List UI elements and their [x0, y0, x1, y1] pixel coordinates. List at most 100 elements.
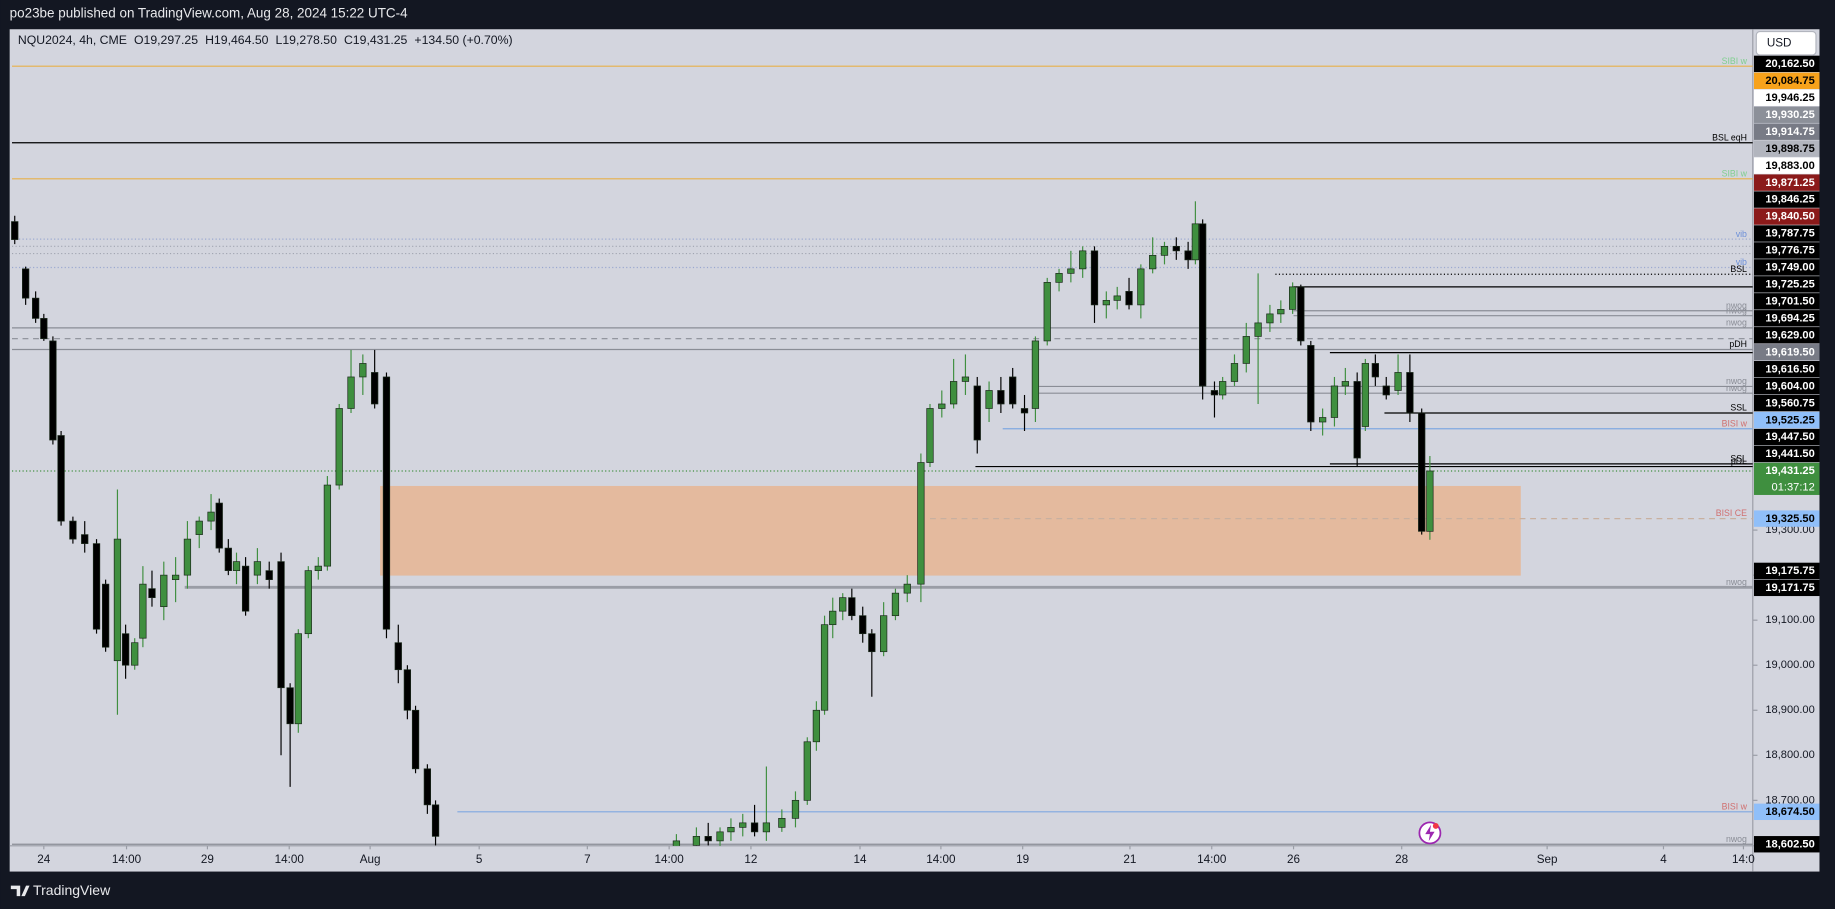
x-tick-label: 14:00: [926, 853, 956, 866]
candle-body: [286, 687, 294, 725]
price-tag-label: 19,525.25: [1765, 414, 1814, 426]
currency-button[interactable]: [1755, 31, 1817, 56]
y-tick-label: 19,300.00: [1765, 524, 1814, 536]
legend-item: L19,278.50: [276, 33, 338, 47]
price-tag-label: 19,441.50: [1765, 448, 1814, 460]
alert-icon[interactable]: [1418, 821, 1442, 845]
price-tag-label: 19,694.25: [1765, 312, 1814, 324]
x-tick-label: 7: [584, 853, 591, 866]
level-label: BSL eqH: [1712, 132, 1747, 142]
candle-body: [394, 642, 402, 671]
candle-body: [323, 484, 332, 567]
candle-body: [1067, 268, 1075, 274]
level-label: SSL: [1730, 403, 1747, 413]
price-tag: [1753, 377, 1820, 395]
x-tick-label: 14: [853, 853, 867, 866]
axes: 18,700.00 18,800.00 18,900.00 19,000.00 19,1…: [37, 55, 1820, 866]
candle-body: [1009, 376, 1017, 405]
level-label: nwog: [1726, 834, 1747, 844]
x-tick-label: 14:0: [1732, 853, 1755, 866]
ohlc-legend: NQU2024, 4h, CME O19,297.25 H19,464.50 L19,…: [18, 33, 513, 47]
candle-body: [382, 376, 391, 630]
candle-body: [265, 570, 273, 580]
price-tag-label: 19,930.25: [1765, 109, 1814, 121]
level-label: pDH: [1729, 339, 1747, 349]
candle-body: [1191, 223, 1200, 261]
chart-background: [9, 29, 1820, 872]
level-label: nwog: [1726, 383, 1747, 393]
candle-body: [839, 597, 847, 612]
candle-body: [294, 633, 302, 725]
legend-item: C19,431.25: [344, 33, 408, 47]
candle-body: [1289, 286, 1297, 310]
candle-body: [1353, 381, 1361, 459]
candle-body: [195, 520, 203, 535]
candle-body: [57, 435, 65, 522]
y-tick-label: 18,800.00: [1765, 749, 1814, 761]
x-tick-label: Aug: [360, 853, 381, 866]
candle-body: [113, 538, 122, 662]
candle-body: [704, 836, 712, 842]
candle-body: [1242, 336, 1250, 364]
price-tag-label: 20,084.75: [1765, 75, 1814, 87]
price-tag: [1753, 510, 1820, 527]
candle-body: [1371, 363, 1379, 378]
candle-body: [1319, 417, 1327, 423]
level-label: nwog: [1726, 376, 1747, 386]
candle-body: [903, 583, 911, 594]
candle-body: [183, 538, 192, 576]
price-tag: [1753, 157, 1820, 174]
price-tag: [1753, 579, 1820, 597]
candle-body: [778, 818, 786, 828]
price-timer: 01:37:12: [1772, 481, 1815, 493]
candle-body: [121, 633, 130, 666]
candle-body: [423, 768, 431, 806]
candle-body: [160, 574, 168, 608]
price-tag-label: 19,171.75: [1765, 582, 1814, 594]
x-tick-label: 12: [744, 853, 757, 866]
candle-body: [1307, 345, 1315, 423]
brand-name: TradingView: [33, 882, 111, 898]
price-tag: [1753, 310, 1820, 327]
candle-body: [1330, 385, 1339, 418]
candle-body: [1406, 372, 1414, 414]
candle-body: [148, 588, 156, 599]
price-tag-label: 19,431.25: [1765, 465, 1814, 477]
candle-body: [848, 597, 856, 617]
candle-body: [131, 642, 139, 666]
candle-body: [277, 561, 285, 689]
candle-body: [1341, 381, 1349, 387]
price-tag: [1753, 72, 1820, 90]
candle-body: [1102, 300, 1110, 306]
price-tag-label: 19,629.00: [1765, 329, 1814, 341]
candle-body: [1426, 470, 1434, 532]
candle-body: [949, 381, 958, 405]
price-tag-label: 19,898.75: [1765, 143, 1814, 155]
candle-body: [859, 615, 867, 635]
price-tag-label: 19,776.75: [1765, 245, 1814, 257]
candle-body: [1230, 363, 1239, 382]
price-tag-label: 20,162.50: [1765, 58, 1814, 70]
level-label: pDL: [1731, 456, 1747, 466]
candle-body: [1394, 372, 1402, 391]
candle-body: [1210, 390, 1219, 396]
x-tick-label: 19: [1016, 853, 1029, 866]
candle-body: [829, 610, 837, 626]
price-tag-label: 19,840.50: [1765, 211, 1814, 223]
price-tag-label: 19,616.50: [1765, 363, 1814, 375]
level-label: SIBI w: [1722, 168, 1748, 178]
price-tag: [1753, 259, 1820, 276]
level-label: SIBI w: [1722, 56, 1748, 66]
price-tag-label: 19,619.50: [1765, 346, 1814, 358]
y-tick-label: 18,700.00: [1765, 794, 1814, 806]
candle-body: [1031, 340, 1040, 409]
candle-body: [207, 511, 215, 522]
candle-body: [880, 615, 888, 653]
candle-body: [1020, 408, 1029, 414]
y-tick-label: 19,000.00: [1765, 659, 1814, 671]
price-tag: [1753, 140, 1820, 157]
price-tag: [1753, 344, 1820, 361]
currency-label: USD: [1767, 36, 1792, 49]
